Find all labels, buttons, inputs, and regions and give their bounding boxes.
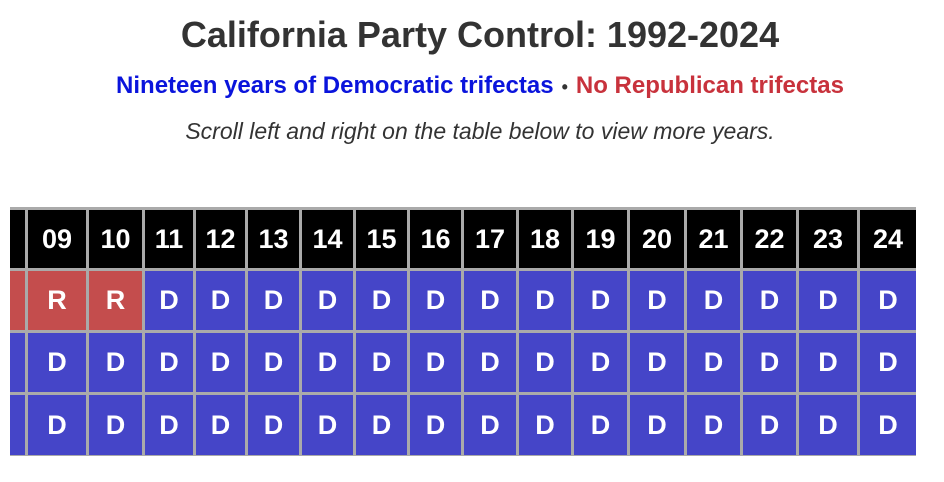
- party-cell: D: [353, 268, 410, 333]
- party-cell: D: [684, 268, 743, 333]
- party-cell: D: [299, 392, 356, 456]
- party-cell: D: [142, 392, 196, 456]
- party-cell: D: [245, 268, 302, 333]
- party-cell: R: [86, 268, 145, 333]
- year-header: 21: [684, 207, 743, 271]
- year-header: 16: [407, 207, 464, 271]
- party-cell: D: [516, 392, 574, 456]
- party-cell: D: [796, 392, 860, 456]
- year-header: 15: [353, 207, 410, 271]
- party-cell: D: [627, 392, 687, 456]
- year-header: 23: [796, 207, 860, 271]
- party-cell: D: [796, 268, 860, 333]
- party-cell: D: [407, 330, 464, 395]
- party-cell: D: [407, 392, 464, 456]
- year-header: 19: [571, 207, 630, 271]
- party-table[interactable]: 08RDD09RDD10RDD11DDD12DDD13DDD14DDD15DDD…: [10, 207, 916, 456]
- party-cell: D: [461, 392, 519, 456]
- year-header: 13: [245, 207, 302, 271]
- year-header: 14: [299, 207, 356, 271]
- party-cell: D: [740, 330, 799, 395]
- party-cell: D: [193, 392, 248, 456]
- party-cell: D: [353, 330, 410, 395]
- instruction: Scroll left and right on the table below…: [185, 118, 775, 144]
- party-cell: D: [571, 330, 630, 395]
- party-cell: D: [571, 268, 630, 333]
- party-cell: D: [857, 268, 916, 333]
- year-header: 17: [461, 207, 519, 271]
- party-cell: D: [25, 392, 89, 456]
- party-cell: D: [740, 268, 799, 333]
- party-cell: R: [25, 268, 89, 333]
- party-cell: D: [142, 330, 196, 395]
- year-header: 12: [193, 207, 248, 271]
- party-cell: D: [627, 330, 687, 395]
- party-cell: D: [461, 268, 519, 333]
- party-cell: D: [684, 392, 743, 456]
- year-header: 09: [25, 207, 89, 271]
- democratic-note: Nineteen years of Democratic trifectas: [116, 72, 554, 99]
- party-cell: D: [857, 330, 916, 395]
- year-header: 10: [86, 207, 145, 271]
- party-cell: D: [740, 392, 799, 456]
- party-cell: D: [142, 268, 196, 333]
- party-cell: D: [299, 330, 356, 395]
- year-header: 24: [857, 207, 916, 271]
- party-cell: D: [193, 268, 248, 333]
- party-cell: D: [245, 392, 302, 456]
- party-cell: D: [796, 330, 860, 395]
- party-cell: D: [353, 392, 410, 456]
- year-header: 18: [516, 207, 574, 271]
- party-cell: D: [25, 330, 89, 395]
- title: California Party Control: 1992-2024: [180, 14, 780, 55]
- year-header: 11: [142, 207, 196, 271]
- year-header: 22: [740, 207, 799, 271]
- republican-note: No Republican trifectas: [575, 72, 844, 99]
- party-cell: D: [407, 268, 464, 333]
- party-cell: D: [245, 330, 302, 395]
- party-cell: D: [857, 392, 916, 456]
- party-cell: D: [571, 392, 630, 456]
- party-cell: D: [193, 330, 248, 395]
- party-cell: D: [461, 330, 519, 395]
- party-cell: D: [86, 330, 145, 395]
- party-cell: D: [627, 268, 687, 333]
- party-cell: D: [299, 268, 356, 333]
- party-cell: D: [86, 392, 145, 456]
- subtitle: Nineteen years of Democratic trifectas • N…: [0, 72, 944, 100]
- party-cell: D: [516, 330, 574, 395]
- separator: •: [561, 77, 568, 97]
- party-cell: D: [516, 268, 574, 333]
- year-header: 20: [627, 207, 687, 271]
- party-cell: D: [684, 330, 743, 395]
